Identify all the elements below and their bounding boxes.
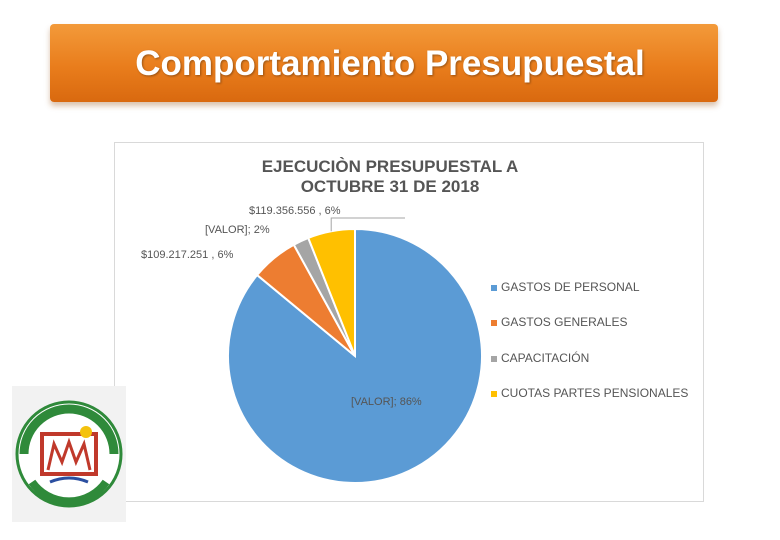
legend-item-2: GASTOS GENERALES [491,315,628,329]
title-banner [50,24,718,102]
data-label-4: $119.356.556 , 6% [249,205,341,217]
pie-chart: [VALOR]; 86% $109.217.251 , 6% [VALOR]; 2%… [141,205,483,484]
chart-card: EJECUCIÒN PRESUPUESTAL A OCTUBRE 31 DE 2… [114,142,704,502]
legend-swatch [491,390,497,397]
leader-line [330,217,405,232]
chart-title-line2: OCTUBRE 31 DE 2018 [300,177,480,196]
data-label-1: [VALOR]; 86% [351,396,422,408]
legend-label: GASTOS DE PERSONAL [501,280,640,294]
legend-label: CAPACITACIÓN [501,351,590,365]
data-label-2: $109.217.251 , 6% [141,249,234,261]
legend-swatch [491,355,497,362]
legend-item-4: CUOTAS PARTES PENSIONALES [491,386,688,400]
contraloria-seal-icon [12,386,126,522]
legend-label: CUOTAS PARTES PENSIONALES [501,386,689,400]
legend-label: GASTOS GENERALES [501,315,628,329]
legend-swatch [491,319,497,326]
legend-item-3: CAPACITACIÓN [491,351,589,365]
legend-item-1: GASTOS DE PERSONAL [491,280,640,294]
legend-swatch [491,284,497,291]
page-title: Comportamiento Presupuestal [135,44,645,83]
data-label-3: [VALOR]; 2% [205,224,270,236]
chart-title-line1: EJECUCIÒN PRESUPUESTAL A [261,157,519,176]
